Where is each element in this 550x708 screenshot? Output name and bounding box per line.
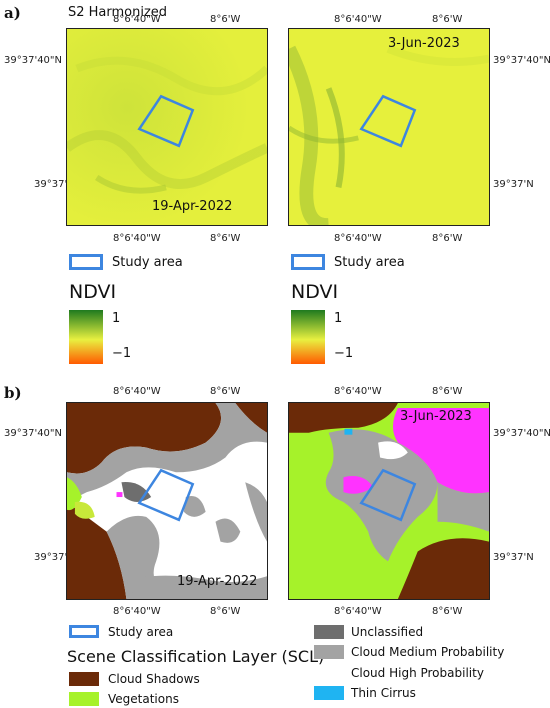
a-left-top-lon-2: 8°6'W	[210, 14, 241, 25]
b-left-top-lon-2: 8°6'W	[210, 386, 241, 397]
cloud-medium-label: Cloud Medium Probability	[351, 645, 505, 659]
b-lat-bottom-right: 39°37'N	[493, 552, 534, 563]
cloud-medium-swatch	[314, 645, 344, 659]
a-right-top-lon-2: 8°6'W	[432, 14, 463, 25]
b-lat-top-right: 39°37'40"N	[493, 428, 550, 439]
a-left-ndvi-max: 1	[112, 311, 121, 326]
thin-cirrus-swatch	[314, 686, 344, 700]
study-area-swatch	[69, 625, 99, 638]
b-right-date: 3-Jun-2023	[400, 409, 472, 424]
a-lat-bottom-right: 39°37'N	[493, 179, 534, 190]
a-left-ndvi-min: −1	[112, 346, 132, 361]
study-area-swatch	[69, 254, 103, 270]
a-right-date: 3-Jun-2023	[388, 36, 460, 51]
ndvi-color-ramp	[69, 310, 103, 364]
scl-title: Scene Classification Layer (SCL)	[67, 647, 325, 666]
a-right-top-lon-1: 8°6'40"W	[334, 14, 382, 25]
cloud-high-swatch	[314, 666, 344, 680]
a-right-ndvi-min: −1	[334, 346, 354, 361]
a-lat-top-left: 39°37'40"N	[4, 55, 63, 66]
ndvi-map-2023	[288, 28, 490, 226]
scl-map-2022	[66, 402, 268, 600]
a-left-bot-lon-1: 8°6'40"W	[113, 233, 161, 244]
panel-a-caption: S2 Harmonized	[68, 5, 168, 20]
b-left-date: 19-Apr-2022	[177, 574, 258, 589]
panel-a-letter: a)	[4, 4, 21, 22]
study-area-outline	[359, 94, 417, 148]
a-left-ndvi-title: NDVI	[69, 281, 117, 303]
a-right-bot-lon-1: 8°6'40"W	[334, 233, 382, 244]
vegetations-label: Vegetations	[108, 692, 179, 706]
b-left-bot-lon-1: 8°6'40"W	[113, 606, 161, 617]
study-area-outline	[359, 468, 417, 522]
ndvi-color-ramp	[291, 310, 325, 364]
cloud-high-label: Cloud High Probability	[351, 666, 484, 680]
panel-b-letter: b)	[4, 384, 22, 402]
vegetations-swatch	[69, 692, 99, 706]
unclassified-label: Unclassified	[351, 625, 424, 639]
ndvi-map-2022	[66, 28, 268, 226]
cloud-shadows-swatch	[69, 672, 99, 686]
b-lat-bottom-left: 39°37'N	[34, 552, 75, 563]
a-left-bot-lon-2: 8°6'W	[210, 233, 241, 244]
thin-cirrus-label: Thin Cirrus	[351, 686, 416, 700]
b-study-area-label: Study area	[108, 625, 174, 639]
unclassified-swatch	[314, 625, 344, 639]
a-lat-top-right: 39°37'40"N	[493, 55, 550, 66]
a-lat-bottom-left: 39°37'N	[34, 179, 75, 190]
scl-map-2023	[288, 402, 490, 600]
b-right-top-lon-1: 8°6'40"W	[334, 386, 382, 397]
b-left-bot-lon-2: 8°6'W	[210, 606, 241, 617]
study-area-outline	[137, 94, 195, 148]
study-area-swatch	[291, 254, 325, 270]
b-left-top-lon-1: 8°6'40"W	[113, 386, 161, 397]
a-right-bot-lon-2: 8°6'W	[432, 233, 463, 244]
b-right-bot-lon-2: 8°6'W	[432, 606, 463, 617]
a-right-study-area-label: Study area	[334, 255, 405, 270]
b-right-top-lon-2: 8°6'W	[432, 386, 463, 397]
b-lat-top-left: 39°37'40"N	[4, 428, 63, 439]
study-area-outline	[137, 468, 195, 522]
a-left-study-area-label: Study area	[112, 255, 183, 270]
a-left-top-lon-1: 8°6'40"W	[113, 14, 161, 25]
a-right-ndvi-max: 1	[334, 311, 343, 326]
b-right-bot-lon-1: 8°6'40"W	[334, 606, 382, 617]
a-left-date: 19-Apr-2022	[152, 199, 233, 214]
a-right-ndvi-title: NDVI	[291, 281, 339, 303]
cloud-shadows-label: Cloud Shadows	[108, 672, 200, 686]
